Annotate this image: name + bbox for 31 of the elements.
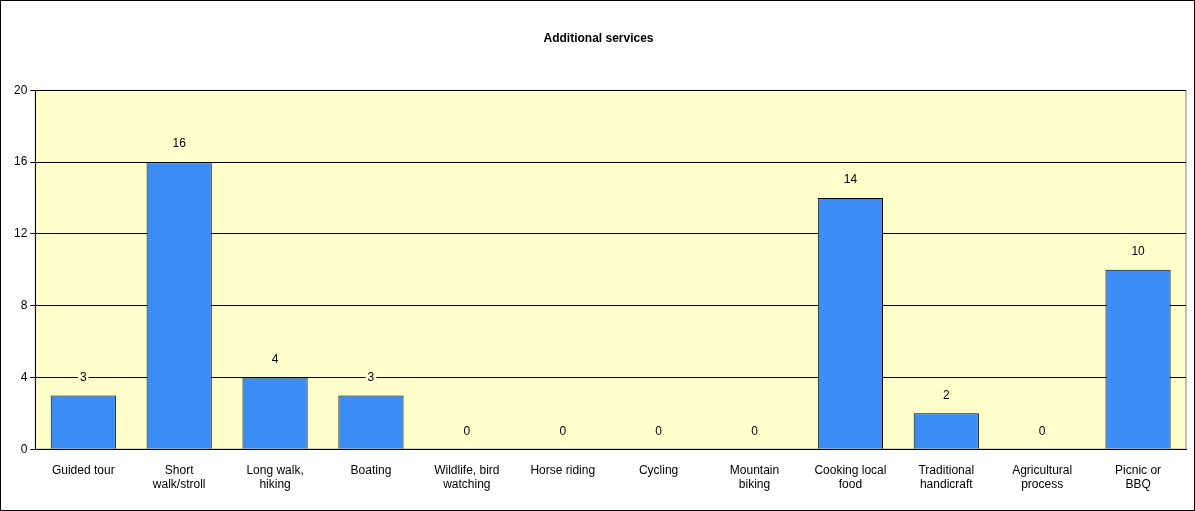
x-tick-label: Wildlife, bird watching xyxy=(434,462,500,492)
x-tick-label: Guided tour xyxy=(51,462,115,477)
x-tick-label: Traditional handicraft xyxy=(918,462,975,492)
data-label: 0 xyxy=(463,423,471,438)
y-tick-label: 20 xyxy=(13,82,28,97)
data-label: 14 xyxy=(843,172,858,187)
data-label: 16 xyxy=(172,136,187,151)
data-label: 3 xyxy=(79,369,87,384)
data-label: 2 xyxy=(942,387,950,402)
y-tick-label: 0 xyxy=(20,441,28,456)
data-label: 0 xyxy=(655,423,663,438)
data-label: 4 xyxy=(271,351,279,366)
x-tick-label: Mountain biking xyxy=(729,462,780,492)
data-label: 0 xyxy=(559,423,567,438)
data-label: 3 xyxy=(367,369,375,384)
x-tick-label: Horse riding xyxy=(530,462,596,477)
x-tick-label: Boating xyxy=(350,462,392,477)
y-tick-label: 16 xyxy=(13,154,28,169)
data-label: 0 xyxy=(1038,423,1046,438)
data-label: 0 xyxy=(751,423,759,438)
x-tick-label: Agricultural process xyxy=(1012,462,1073,492)
y-tick-label: 4 xyxy=(20,369,28,384)
x-tick-label: Cycling xyxy=(638,462,679,477)
x-tick-label: Long walk, hiking xyxy=(246,462,304,492)
y-tick-label: 12 xyxy=(13,226,28,241)
x-tick-label: Picnic or BBQ xyxy=(1115,462,1162,492)
x-tick-label: Cooking local food xyxy=(814,462,887,492)
y-tick-label: 8 xyxy=(20,297,28,312)
chart-title: Additional services xyxy=(543,30,654,45)
data-label: 10 xyxy=(1131,244,1146,259)
x-tick-label: Short walk/stroll xyxy=(151,462,206,492)
